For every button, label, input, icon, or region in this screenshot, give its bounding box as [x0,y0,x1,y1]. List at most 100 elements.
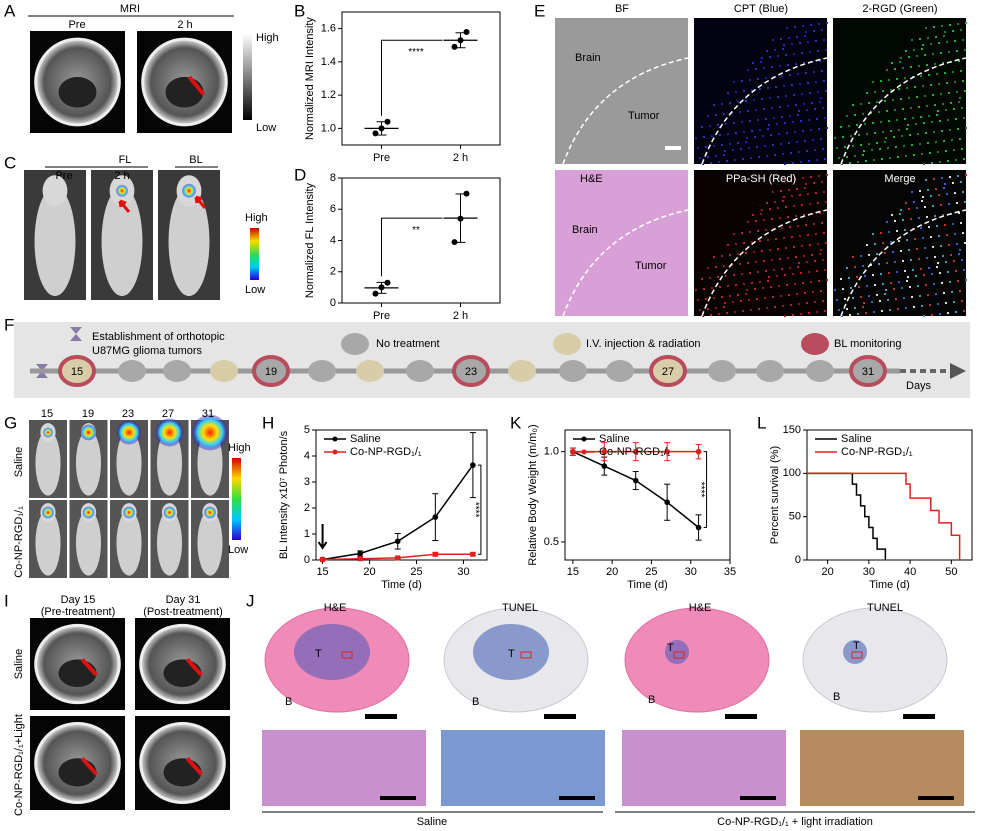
pixel [933,283,935,285]
pixel [959,290,961,292]
pixel [810,24,812,26]
pixel [834,289,836,291]
pixel [779,65,781,67]
pixel [806,261,808,263]
pixel [890,241,892,243]
pixel [876,294,878,296]
image-label: Merge [884,173,915,185]
pixel [811,254,813,256]
pixel [945,109,947,111]
pixel [954,192,956,194]
pixel [917,285,919,287]
y-tick-label: 1.0 [321,122,336,134]
pixel [923,315,925,317]
pixel [902,108,904,110]
arrow [185,756,203,776]
pixel [815,192,817,194]
survival-curve [807,472,961,560]
pixel [934,215,936,217]
pixel [796,293,798,295]
pixel [846,156,848,158]
node [849,355,887,387]
pixel [878,111,880,113]
pixel [892,251,894,253]
data-point [451,239,458,246]
pixel [715,114,717,116]
brain [624,607,770,713]
y-tick-label: 2 [304,502,310,514]
pixel [783,237,785,239]
pixel [912,117,914,119]
image [694,170,827,316]
colorbar [250,228,259,280]
legend-label: Co-NP-RGD₁/₁ [599,446,671,458]
hourglass [70,327,82,341]
group-label: Co-NP-RGD₁/₁ + light irradiation [717,816,873,828]
mouse-head [42,175,68,207]
node [559,360,587,382]
pixel [734,159,736,161]
pixel [854,307,856,309]
pixel [749,272,751,274]
marker [470,462,476,468]
pixel [782,153,784,155]
pixel [885,289,887,291]
pixel [941,130,943,132]
pixel [898,281,900,283]
pixel [947,271,949,273]
scale-bar [740,796,776,800]
pixel [906,128,908,130]
pixel [913,154,915,156]
mouse [116,430,142,496]
image-label: CPT (Blue) [734,3,788,15]
pixel [876,142,878,144]
pixel [888,231,890,233]
data-point [372,290,379,297]
pixel [955,311,957,313]
pixel [959,97,961,99]
pixel [957,23,959,25]
pixel [904,118,906,120]
pixel [758,156,760,158]
pixel [865,312,867,314]
pixel [792,121,794,123]
marker [357,556,363,562]
mouse [34,186,76,297]
pixel [803,103,805,105]
node [210,360,238,382]
boundary [840,57,967,165]
pixel [785,206,787,208]
pixel [892,99,894,101]
pixel [779,258,781,260]
pixel [733,233,735,235]
pixel [766,202,768,204]
pixel [919,38,921,40]
data-point [384,279,391,286]
pixel [896,230,898,232]
pixel [726,312,728,314]
boundary [562,57,689,165]
pixel [824,117,826,119]
pixel [932,205,934,207]
pixel [807,234,809,236]
pixel [933,178,935,180]
pixel [707,156,709,158]
pixel [852,297,854,299]
pixel [941,25,943,27]
pixel [935,293,937,295]
image-label: 2-RGD (Green) [862,3,937,15]
marker [395,555,401,561]
signal [117,420,141,445]
pixel [932,53,934,55]
pixel [860,255,862,257]
pixel [908,208,910,210]
pixel [775,86,777,88]
column-label: (Post-treatment) [143,606,222,618]
pixel [721,296,723,298]
arrow [80,756,98,776]
pixel [960,29,962,31]
pixel [764,145,766,147]
pixel [793,53,795,55]
column-label: Day 31 [166,594,201,606]
pixel [695,289,697,291]
